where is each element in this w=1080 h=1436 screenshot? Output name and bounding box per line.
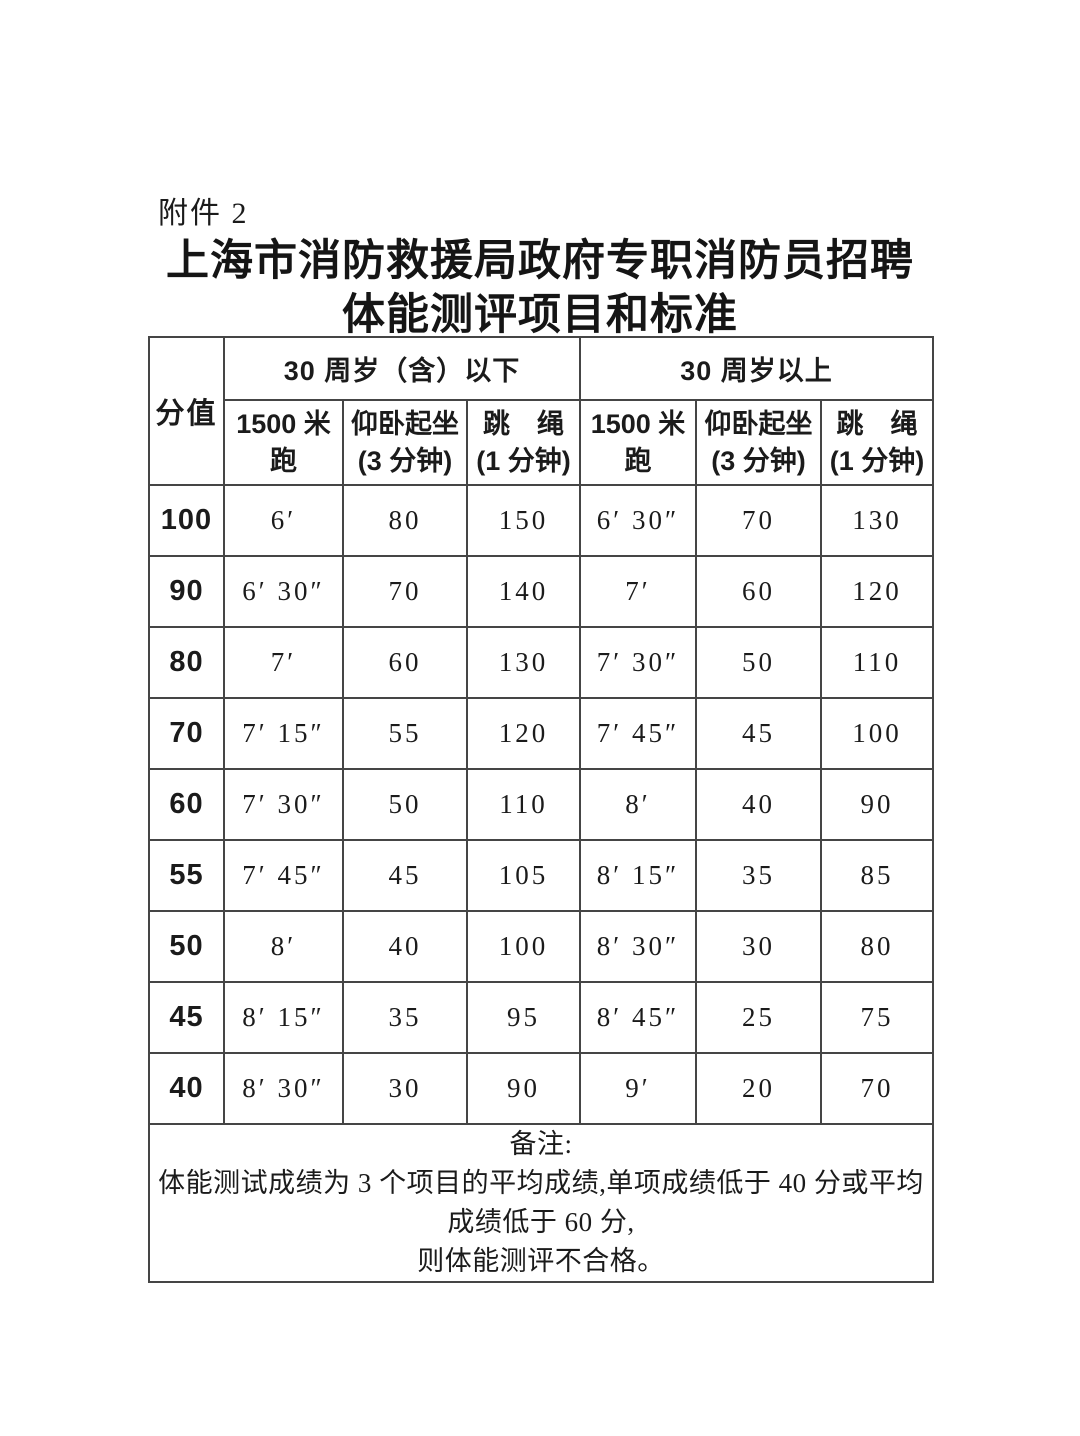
result-value: 8′ 15″: [223, 981, 344, 1054]
result-value: 8′ 30″: [223, 1052, 344, 1125]
result-value: 80: [820, 910, 934, 983]
result-value: 8′ 45″: [579, 981, 697, 1054]
result-value: 30: [342, 1052, 468, 1125]
column-header-rope-under30: 跳 绳 (1 分钟): [466, 399, 581, 486]
title-line-1: 上海市消防救援局政府专职消防员招聘: [166, 237, 914, 285]
column-header-situps-over30: 仰卧起坐 (3 分钟): [695, 399, 822, 486]
table-row: 100 6′ 80 150 6′ 30″ 70 130: [148, 484, 934, 557]
table-row: 90 6′ 30″ 70 140 7′ 60 120: [148, 555, 934, 628]
result-value: 50: [342, 768, 468, 841]
result-value: 130: [466, 626, 581, 699]
table-notes-section: 备注: 体能测试成绩为 3 个项目的平均成绩,单项成绩低于 40 分或平均成绩低…: [148, 1123, 934, 1283]
result-value: 6′ 30″: [579, 484, 697, 557]
result-value: 8′ 15″: [579, 839, 697, 912]
score-value: 45: [148, 981, 225, 1054]
result-value: 110: [466, 768, 581, 841]
score-value: 55: [148, 839, 225, 912]
document-title: 上海市消防救援局政府专职消防员招聘 体能测评项目和标准: [100, 234, 980, 342]
result-value: 60: [342, 626, 468, 699]
result-value: 90: [466, 1052, 581, 1125]
result-value: 7′ 30″: [223, 768, 344, 841]
result-value: 70: [820, 1052, 934, 1125]
result-value: 150: [466, 484, 581, 557]
table-row: 80 7′ 60 130 7′ 30″ 50 110: [148, 626, 934, 699]
result-value: 8′: [579, 768, 697, 841]
table-body: 100 6′ 80 150 6′ 30″ 70 130 90 6′ 30″ 70 140 7′ 60 12…: [148, 484, 934, 1125]
result-value: 70: [695, 484, 822, 557]
notes-line-2: 则体能测评不合格。: [417, 1246, 665, 1276]
result-value: 35: [695, 839, 822, 912]
result-value: 100: [466, 910, 581, 983]
result-value: 55: [342, 697, 468, 770]
result-value: 90: [820, 768, 934, 841]
result-value: 95: [466, 981, 581, 1054]
result-value: 85: [820, 839, 934, 912]
result-value: 60: [695, 555, 822, 628]
result-value: 140: [466, 555, 581, 628]
column-header-run-under30: 1500 米跑: [223, 399, 344, 486]
result-value: 7′: [579, 555, 697, 628]
notes-cell: 备注: 体能测试成绩为 3 个项目的平均成绩,单项成绩低于 40 分或平均成绩低…: [148, 1123, 934, 1283]
score-value: 40: [148, 1052, 225, 1125]
notes-line-1: 体能测试成绩为 3 个项目的平均成绩,单项成绩低于 40 分或平均成绩低于 60…: [158, 1168, 924, 1237]
result-value: 6′: [223, 484, 344, 557]
result-value: 7′ 45″: [223, 839, 344, 912]
result-value: 75: [820, 981, 934, 1054]
result-value: 70: [342, 555, 468, 628]
table-header: 分值 30 周岁（含）以下 30 周岁以上 1500 米跑 仰卧起坐 (3 分钟…: [148, 336, 934, 486]
fitness-standards-table: 分值 30 周岁（含）以下 30 周岁以上 1500 米跑 仰卧起坐 (3 分钟…: [148, 336, 934, 1283]
score-value: 100: [148, 484, 225, 557]
result-value: 110: [820, 626, 934, 699]
group-header-row: 分值 30 周岁（含）以下 30 周岁以上: [148, 336, 934, 486]
result-value: 6′ 30″: [223, 555, 344, 628]
result-value: 130: [820, 484, 934, 557]
score-value: 60: [148, 768, 225, 841]
result-value: 7′ 30″: [579, 626, 697, 699]
age-group-under-30-header: 30 周岁（含）以下: [223, 336, 581, 401]
column-header-situps-under30: 仰卧起坐 (3 分钟): [342, 399, 468, 486]
column-header-run-over30: 1500 米跑: [579, 399, 697, 486]
result-value: 45: [695, 697, 822, 770]
result-value: 7′: [223, 626, 344, 699]
table-row: 40 8′ 30″ 30 90 9′ 20 70: [148, 1052, 934, 1125]
result-value: 100: [820, 697, 934, 770]
result-value: 7′ 45″: [579, 697, 697, 770]
result-value: 20: [695, 1052, 822, 1125]
score-column-header: 分值: [148, 336, 225, 486]
result-value: 9′: [579, 1052, 697, 1125]
score-value: 50: [148, 910, 225, 983]
table-row: 55 7′ 45″ 45 105 8′ 15″ 35 85: [148, 839, 934, 912]
attachment-label: 附件 2: [158, 197, 249, 230]
result-value: 35: [342, 981, 468, 1054]
result-value: 120: [820, 555, 934, 628]
result-value: 50: [695, 626, 822, 699]
score-value: 90: [148, 555, 225, 628]
result-value: 105: [466, 839, 581, 912]
table-row: 70 7′ 15″ 55 120 7′ 45″ 45 100: [148, 697, 934, 770]
result-value: 8′ 30″: [579, 910, 697, 983]
result-value: 45: [342, 839, 468, 912]
result-value: 8′: [223, 910, 344, 983]
result-value: 40: [342, 910, 468, 983]
result-value: 120: [466, 697, 581, 770]
result-value: 80: [342, 484, 468, 557]
table-row: 50 8′ 40 100 8′ 30″ 30 80: [148, 910, 934, 983]
table-row: 45 8′ 15″ 35 95 8′ 45″ 25 75: [148, 981, 934, 1054]
result-value: 40: [695, 768, 822, 841]
result-value: 30: [695, 910, 822, 983]
score-value: 70: [148, 697, 225, 770]
score-value: 80: [148, 626, 225, 699]
notes-label: 备注:: [509, 1129, 573, 1159]
age-group-over-30-header: 30 周岁以上: [579, 336, 934, 401]
result-value: 7′ 15″: [223, 697, 344, 770]
notes-row: 备注: 体能测试成绩为 3 个项目的平均成绩,单项成绩低于 40 分或平均成绩低…: [148, 1123, 934, 1283]
sub-header-row: 1500 米跑 仰卧起坐 (3 分钟) 跳 绳 (1 分钟) 1500 米跑 仰…: [149, 399, 934, 486]
column-header-rope-over30: 跳 绳 (1 分钟): [820, 399, 934, 486]
table-row: 60 7′ 30″ 50 110 8′ 40 90: [148, 768, 934, 841]
title-line-2: 体能测评项目和标准: [342, 291, 738, 339]
result-value: 25: [695, 981, 822, 1054]
